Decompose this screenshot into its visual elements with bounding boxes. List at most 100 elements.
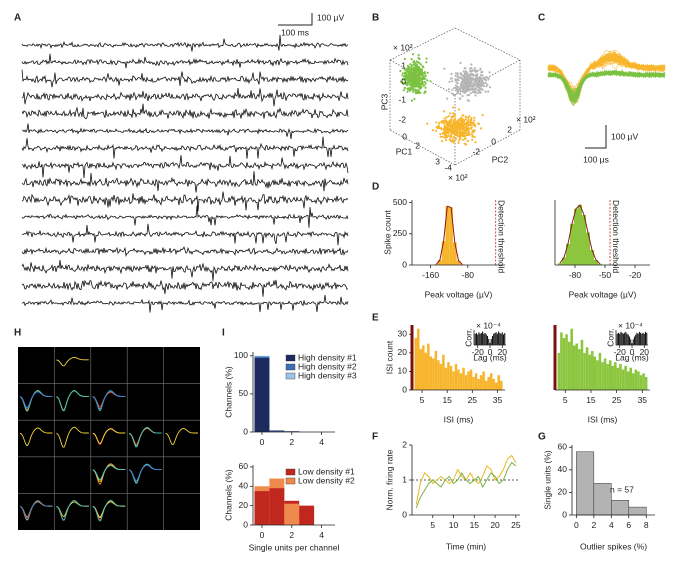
bar [485, 334, 487, 345]
tick-label: 1 [401, 60, 406, 70]
x-tick-label: 2 [289, 437, 294, 447]
scatter-point [462, 77, 465, 80]
x-tick-label: 8 [644, 520, 649, 530]
y-axis-label: Single units (%) [542, 450, 552, 510]
unit-waveform [92, 428, 126, 444]
bar [646, 332, 648, 345]
scatter-point [488, 86, 492, 89]
scatter-point [407, 74, 410, 77]
scatter-point [440, 121, 444, 124]
bar [624, 332, 626, 345]
scatter-point [406, 87, 409, 90]
scatter-point [413, 71, 416, 75]
y-tick-label: 20 [239, 500, 249, 510]
panel-label: C [538, 13, 545, 24]
histogram-bar [606, 364, 609, 390]
scatter-point [463, 83, 466, 86]
scatter-point [470, 117, 473, 120]
scatter-point [454, 86, 457, 89]
scatter-point [481, 74, 484, 77]
scatter-point [477, 79, 480, 82]
bar [484, 333, 486, 345]
y-tick-label: 2 [402, 439, 407, 449]
trace [21, 171, 349, 193]
scatter-point [426, 71, 429, 74]
scatter-point [441, 140, 444, 143]
bar [622, 333, 624, 345]
bar [493, 333, 495, 345]
legend-label: High density #3 [298, 370, 357, 380]
scatter-point [443, 117, 446, 120]
histogram-bar [457, 369, 460, 390]
scatter-point [401, 81, 404, 84]
y-tick-label: 0 [243, 426, 248, 436]
histogram-bar [567, 341, 571, 390]
x-tick-label: 4 [609, 520, 614, 530]
scatter-point [448, 135, 452, 138]
x-tick-label: 35 [493, 395, 503, 405]
bar [482, 331, 484, 345]
histogram-bar [601, 362, 604, 390]
scatter-point [473, 79, 477, 83]
scatter-point [410, 99, 413, 102]
scatter-point [466, 86, 469, 89]
histogram-bar [624, 365, 627, 390]
tick-label: 2 [507, 124, 512, 134]
scatter-point [447, 122, 450, 126]
scatter-point [458, 121, 461, 124]
scatter-point [458, 133, 461, 136]
panel-label: E [372, 313, 379, 324]
scatter-point [445, 135, 448, 138]
scatter-point [403, 86, 406, 90]
waveform [547, 70, 666, 97]
bar [504, 333, 506, 345]
panel-label: B [372, 13, 379, 24]
scatter-point [476, 81, 479, 84]
scale-label: 100 ms [281, 27, 309, 37]
bar [491, 336, 493, 345]
scatter-point [451, 116, 454, 119]
tick-label: 3 [435, 156, 440, 166]
bar [474, 333, 476, 345]
panel-label: D [372, 182, 379, 193]
waveform [547, 70, 666, 93]
scatter-point [401, 74, 404, 77]
scatter-point [420, 68, 423, 71]
scatter-point [399, 69, 402, 73]
scatter-point [441, 132, 444, 135]
scatter-point [451, 88, 454, 91]
tick-label: -4 [444, 162, 452, 172]
histogram-bar [444, 367, 448, 390]
axis-label: PC1 [396, 146, 413, 156]
scatter-point [463, 142, 466, 145]
y-tick-label: 60 [558, 442, 568, 452]
scatter-point [443, 136, 447, 139]
scatter-point [410, 78, 413, 81]
histogram-bar [608, 360, 612, 390]
y-tick-label: 1 [402, 474, 407, 484]
scatter-point [452, 94, 455, 97]
scatter-point [473, 67, 477, 70]
trace [21, 87, 349, 107]
scatter-point [418, 75, 421, 79]
scatter-point [463, 67, 466, 70]
histogram-bar [644, 377, 648, 390]
x-tick-label: -20 [614, 347, 627, 357]
scatter-point [467, 118, 470, 122]
histogram-bar [456, 260, 461, 265]
scatter-point [457, 108, 460, 111]
x-tick-label: 5 [420, 395, 425, 405]
fit-line [435, 205, 463, 265]
scatter-point [426, 79, 429, 82]
x-axis-label: Peak voltage (µV) [425, 289, 493, 299]
bar [284, 503, 300, 525]
scatter-point [435, 121, 438, 124]
scatter-point [450, 77, 453, 80]
histogram-bar [452, 242, 457, 265]
scatter-point [473, 90, 476, 93]
scatter-point [460, 76, 463, 79]
trace [21, 34, 349, 52]
scatter-point [471, 88, 474, 91]
